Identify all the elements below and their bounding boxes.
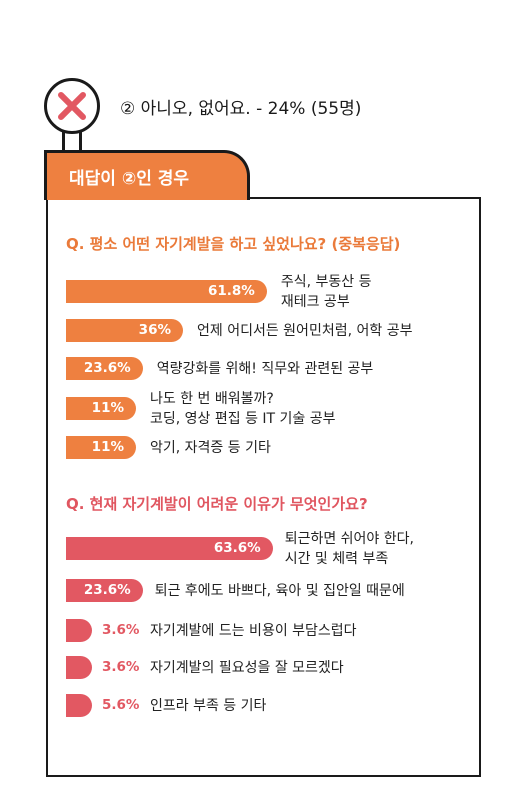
category-label: 악기, 자격증 등 기타 [150,438,271,458]
category-label-line: 재테크 공부 [280,293,350,310]
badge-stem-left [62,131,65,153]
category-label-line: 역량강화를 위해! 직무와 관련된 공부 [156,360,374,377]
bar: 11% [66,436,136,459]
bar-value-label: 11% [91,439,124,455]
category-label: 퇴근 후에도 바쁘다, 육아 및 집안일 때문에 [155,581,405,601]
category-label: 퇴근하면 쉬어야 한다, 시간 및 체력 부족 [285,529,414,569]
x-icon [58,92,86,120]
bar-value-label: 5.6% [102,697,140,713]
category-label-line: 코딩, 영상 편집 등 IT 기술 공부 [150,410,336,427]
category-label-line: 주식, 부동산 등 [280,273,372,290]
question-1-title: Q. 평소 어떤 자기계발을 하고 싶었나요? (중복응답) [66,235,401,253]
badge-stem-right [79,131,82,153]
question-2-title: Q. 현재 자기계발이 어려운 이유가 무엇인가요? [66,495,368,513]
category-label-line: 나도 한 번 배워볼까? [150,390,274,407]
category-label: 역량강화를 위해! 직무와 관련된 공부 [157,359,374,379]
bar: 23.6% [66,579,143,602]
bar: 63.6% [66,537,273,560]
category-label-line: 자기계발에 드는 비용이 부담스럽다 [150,622,357,639]
category-label-line: 자기계발의 필요성을 잘 모르겠다 [150,659,344,676]
bar: 23.6% [66,357,143,380]
bar-value-label: 23.6% [83,582,131,598]
bar [66,619,92,642]
bar [66,656,92,679]
answer-text: ② 아니오, 없어요. - 24% (55명) [120,99,362,119]
category-label-line: 퇴근하면 쉬어야 한다, [284,530,414,547]
category-label: 자기계발의 필요성을 잘 모르겠다 [150,658,344,678]
bar-value-label: 36% [138,322,171,338]
answer-badge [44,78,100,134]
bar: 36% [66,319,183,342]
bar-value-label: 3.6% [102,622,140,638]
category-label-line: 퇴근 후에도 바쁘다, 육아 및 집안일 때문에 [154,582,405,599]
bar-value-label: 3.6% [102,659,140,675]
category-label: 인프라 부족 등 기타 [150,696,266,716]
bar: 61.8% [66,280,267,303]
category-label: 자기계발에 드는 비용이 부담스럽다 [150,621,357,641]
bar: 11% [66,397,136,420]
bar-value-label: 61.8% [208,283,255,299]
category-label: 언제 어디서든 원어민처럼, 어학 공부 [197,321,412,341]
category-label-line: 악기, 자격증 등 기타 [150,439,271,456]
category-label-line: 언제 어디서든 원어민처럼, 어학 공부 [197,322,413,339]
bar-value-label: 11% [91,400,124,416]
category-label-line: 시간 및 체력 부족 [284,550,389,567]
tab-label: 대답이 ②인 경우 [69,169,190,189]
category-label-line: 인프라 부족 등 기타 [150,697,267,714]
bar-value-label: 23.6% [83,360,131,376]
answer-tab: 대답이 ②인 경우 [44,150,250,200]
bar [66,694,92,717]
category-label: 나도 한 번 배워볼까? 코딩, 영상 편집 등 IT 기술 공부 [150,389,336,429]
bar-value-label: 63.6% [213,540,261,556]
